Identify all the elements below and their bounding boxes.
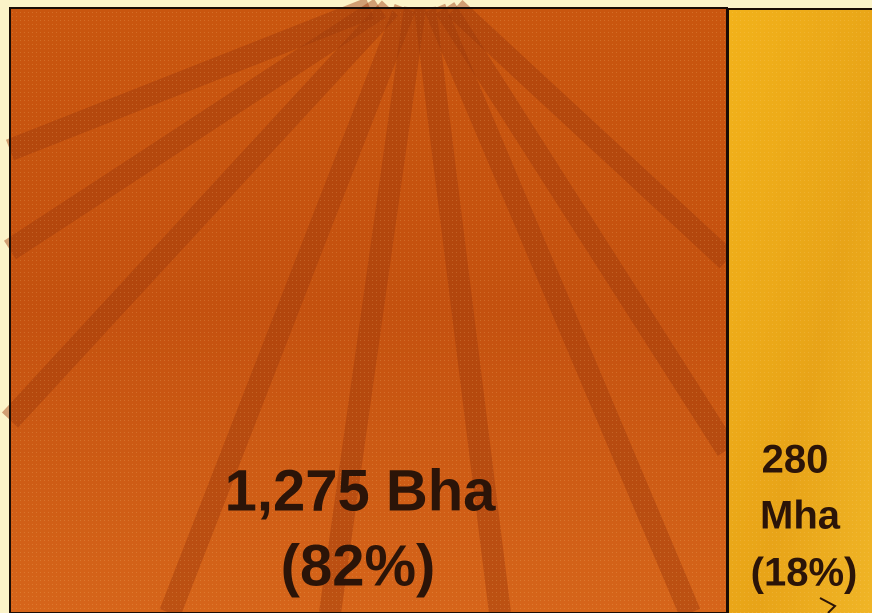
area-unit: Mha — [760, 494, 841, 538]
area-value: 1,275 Bha — [225, 458, 497, 523]
pointer — [819, 597, 837, 613]
right-panel: 280 Mha (18%) — [727, 8, 872, 613]
area-value: 280 — [762, 438, 829, 482]
area-share: (18%) — [751, 551, 858, 595]
area-share: (82%) — [281, 533, 436, 598]
left-panel: 1,275 Bha (82%) — [1, 0, 737, 613]
texture — [10, 8, 727, 613]
texture — [728, 8, 872, 613]
